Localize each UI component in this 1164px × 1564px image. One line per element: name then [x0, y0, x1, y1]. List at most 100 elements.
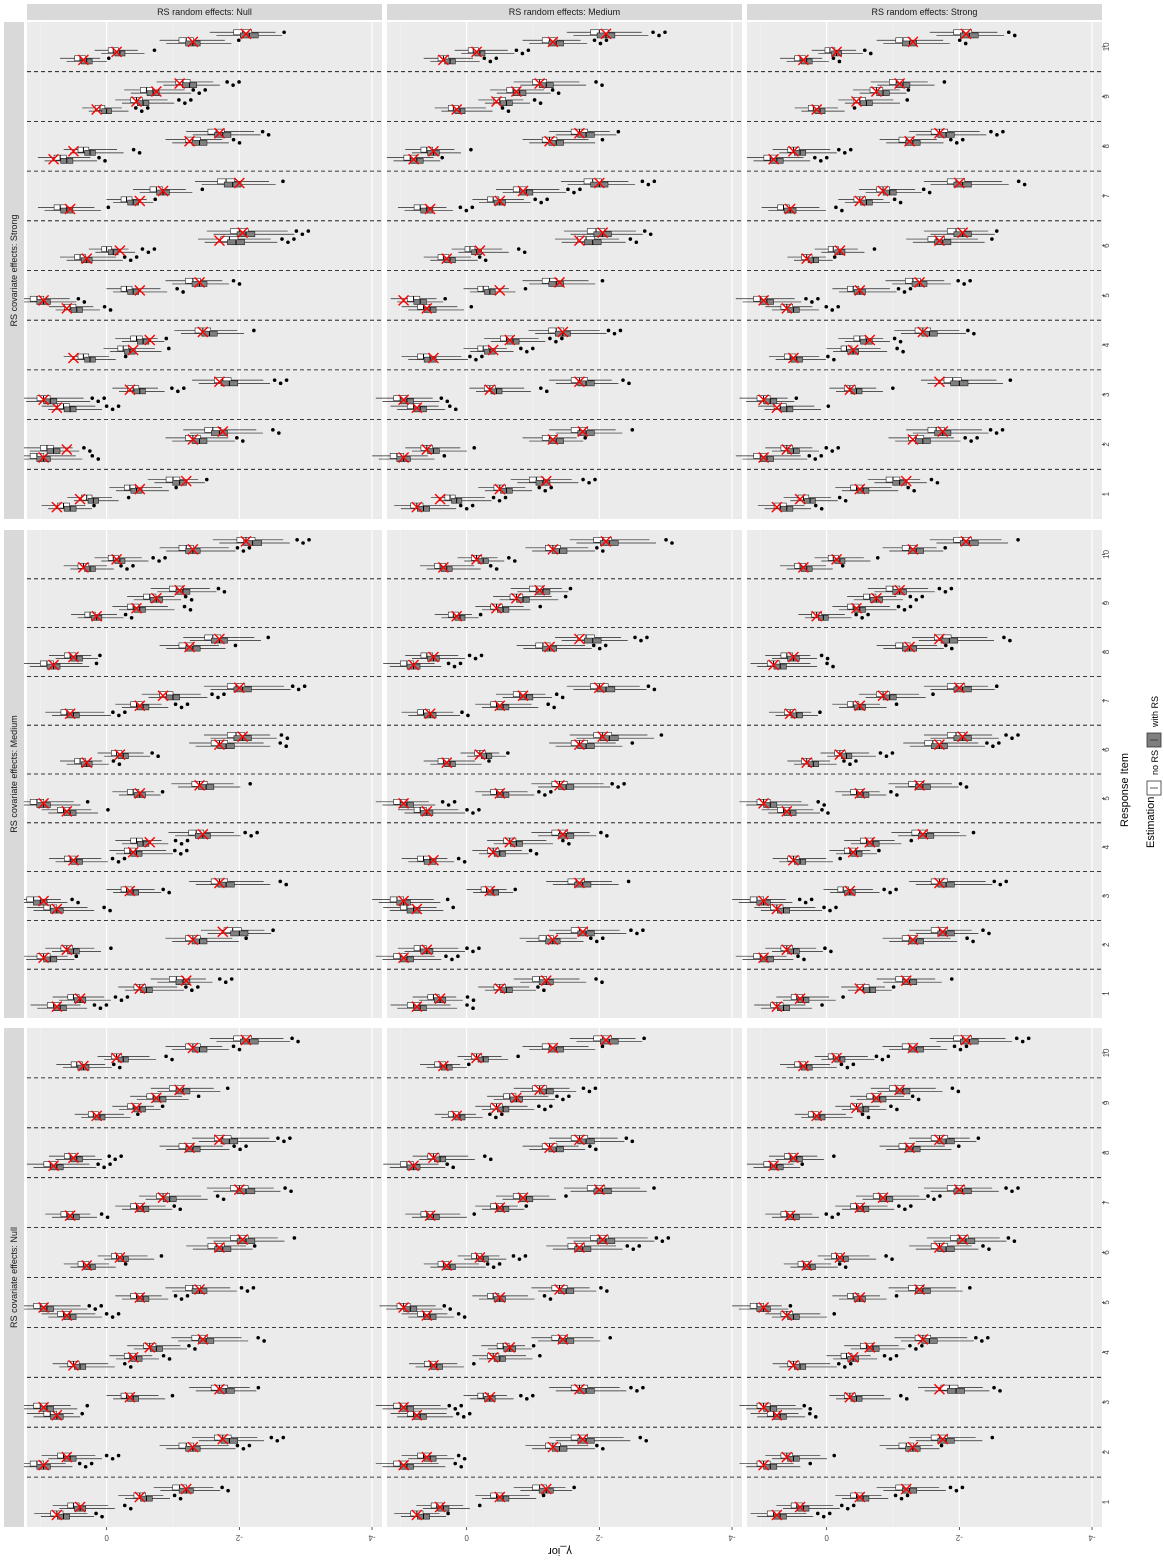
boxplot-outlier — [880, 1057, 885, 1062]
boxplot-outlier — [282, 30, 286, 35]
boxplot-outlier — [862, 48, 867, 53]
boxplot-outlier — [178, 1496, 183, 1501]
boxplot-outlier — [606, 328, 611, 333]
true-value-marker — [67, 145, 79, 157]
boxplot-outlier — [107, 1154, 112, 1158]
value-tick-label: -4 — [368, 1533, 376, 1542]
boxplot-outlier — [110, 1456, 115, 1461]
boxplot-outlier — [448, 404, 452, 408]
true-value-marker — [187, 1441, 199, 1453]
boxplot-outlier — [890, 1257, 894, 1261]
boxplot-outlier — [539, 200, 543, 205]
boxplot-outlier — [157, 559, 161, 563]
true-value-marker — [904, 641, 916, 653]
boxplot-outlier — [964, 1044, 969, 1049]
true-value-marker — [854, 700, 866, 712]
true-value-marker — [91, 104, 103, 116]
boxplot-outlier — [237, 80, 241, 84]
boxplot-outlier — [530, 346, 535, 351]
true-value-marker — [451, 104, 463, 116]
boxplot-outlier — [538, 604, 543, 609]
boxplot-outlier — [99, 1212, 104, 1216]
true-value-marker — [157, 1192, 169, 1204]
true-value-marker — [894, 1084, 906, 1096]
boxplot-outlier — [467, 653, 472, 658]
boxplot-outlier — [278, 879, 283, 884]
true-value-marker — [127, 846, 139, 858]
true-value-marker — [421, 805, 433, 817]
boxplot-outlier — [446, 661, 451, 666]
boxplot-outlier — [245, 1289, 250, 1293]
boxplot-outlier — [469, 304, 474, 309]
true-value-marker — [434, 493, 446, 505]
facet-strip-row-0 — [4, 22, 24, 519]
value-tick-label: -2 — [955, 1533, 963, 1542]
boxplot-outlier — [173, 1294, 178, 1298]
boxplot-outlier — [548, 1297, 553, 1301]
true-value-marker — [51, 903, 63, 915]
boxplot-outlier — [987, 931, 991, 936]
boxplot-outlier — [278, 381, 283, 386]
boxplot-outlier — [664, 538, 668, 542]
boxplot-outlier — [992, 879, 997, 884]
boxplot-outlier — [819, 506, 824, 511]
true-value-marker — [67, 352, 79, 364]
boxplot-outlier — [956, 1144, 961, 1148]
boxplot-outlier — [210, 692, 214, 696]
boxplot-outlier — [905, 98, 910, 102]
boxplot-outlier — [842, 759, 846, 763]
true-value-marker — [933, 633, 945, 645]
facet-strip-row-label-0: RS covariate effects: Strong — [9, 215, 19, 327]
boxplot-outlier — [525, 1397, 529, 1401]
boxplot-outlier — [99, 1304, 104, 1308]
boxplot-outlier — [902, 290, 907, 294]
true-value-marker — [484, 1391, 496, 1403]
true-value-marker — [593, 1184, 605, 1196]
true-value-marker — [831, 553, 843, 565]
boxplot-outlier — [589, 936, 593, 940]
true-value-marker — [914, 276, 926, 288]
boxplot-outlier — [651, 30, 655, 35]
true-value-marker — [67, 651, 79, 663]
boxplot-outlier — [485, 1262, 490, 1266]
boxplot-outlier — [104, 1312, 109, 1316]
boxplot-outlier — [506, 751, 510, 755]
boxplot-outlier — [988, 428, 993, 432]
boxplot-outlier — [249, 834, 253, 838]
boxplot-outlier — [164, 1054, 168, 1059]
boxplot-outlier — [560, 695, 565, 700]
boxplot-outlier — [843, 1265, 848, 1269]
boxplot-outlier — [860, 1112, 865, 1117]
true-value-marker — [134, 983, 146, 995]
true-value-marker — [894, 78, 906, 90]
true-value-marker — [771, 402, 783, 414]
item-tick-label: 2 — [1102, 1449, 1111, 1454]
boxplot-outlier — [980, 1339, 984, 1343]
boxplot-outlier — [601, 1446, 605, 1451]
boxplot-outlier — [592, 38, 597, 43]
true-value-marker — [490, 96, 502, 108]
boxplot-outlier — [520, 51, 525, 56]
true-value-marker — [427, 145, 439, 157]
boxplot-outlier — [895, 793, 899, 797]
true-value-marker — [864, 334, 876, 346]
true-value-marker — [900, 475, 912, 487]
boxplot-outlier — [494, 56, 499, 61]
boxplot-outlier — [897, 1204, 901, 1208]
boxplot-outlier — [966, 328, 970, 333]
true-value-marker — [38, 294, 50, 306]
boxplot-outlier — [886, 1054, 891, 1059]
boxplot-outlier — [466, 1062, 471, 1067]
boxplot-outlier — [532, 98, 537, 102]
boxplot-outlier — [813, 457, 818, 461]
true-value-marker — [114, 749, 126, 761]
boxplot-outlier — [564, 1194, 568, 1198]
true-value-marker — [74, 993, 86, 1005]
boxplot-outlier — [954, 1488, 959, 1493]
boxplot-outlier — [890, 751, 895, 755]
true-value-marker — [900, 975, 912, 987]
boxplot-outlier — [908, 286, 913, 291]
boxplot-outlier — [494, 567, 499, 571]
boxplot-outlier — [894, 887, 898, 892]
boxplot-outlier — [561, 838, 565, 843]
